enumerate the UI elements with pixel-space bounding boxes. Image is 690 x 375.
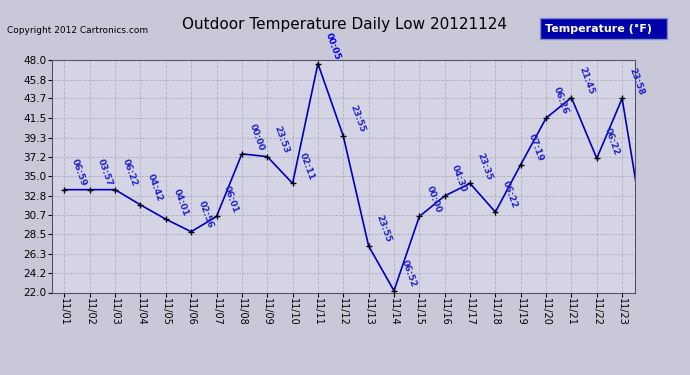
Text: 04:01: 04:01 bbox=[171, 187, 190, 217]
Text: 06:52: 06:52 bbox=[400, 259, 417, 288]
Text: 23:53: 23:53 bbox=[273, 124, 291, 154]
Text: 06:22: 06:22 bbox=[501, 180, 519, 210]
Text: 04:42: 04:42 bbox=[146, 172, 164, 203]
Text: 07:19: 07:19 bbox=[526, 132, 544, 162]
Text: 06:26: 06:26 bbox=[551, 86, 570, 116]
Text: 23:58: 23:58 bbox=[628, 66, 646, 96]
Text: 23:55: 23:55 bbox=[349, 104, 367, 134]
Text: 02:56: 02:56 bbox=[197, 200, 215, 230]
Text: Temperature (°F): Temperature (°F) bbox=[545, 24, 652, 33]
Text: 06:01: 06:01 bbox=[222, 184, 240, 214]
Text: 06:59: 06:59 bbox=[70, 158, 88, 188]
Text: 06:22: 06:22 bbox=[121, 158, 139, 188]
Text: Outdoor Temperature Daily Low 20121124: Outdoor Temperature Daily Low 20121124 bbox=[182, 17, 508, 32]
Text: 00:00: 00:00 bbox=[425, 185, 443, 214]
Text: 23:55: 23:55 bbox=[374, 214, 393, 244]
Text: 02:11: 02:11 bbox=[298, 152, 316, 181]
Text: Copyright 2012 Cartronics.com: Copyright 2012 Cartronics.com bbox=[7, 26, 148, 35]
Text: 00:00: 00:00 bbox=[248, 122, 266, 152]
Text: 00:05: 00:05 bbox=[324, 32, 342, 62]
Text: 06:22: 06:22 bbox=[602, 126, 620, 156]
Text: 23:35: 23:35 bbox=[475, 151, 494, 181]
Text: 23:52: 23:52 bbox=[0, 374, 1, 375]
Text: 04:30: 04:30 bbox=[451, 164, 469, 194]
Text: 21:45: 21:45 bbox=[577, 65, 595, 95]
Text: 03:57: 03:57 bbox=[95, 158, 114, 188]
